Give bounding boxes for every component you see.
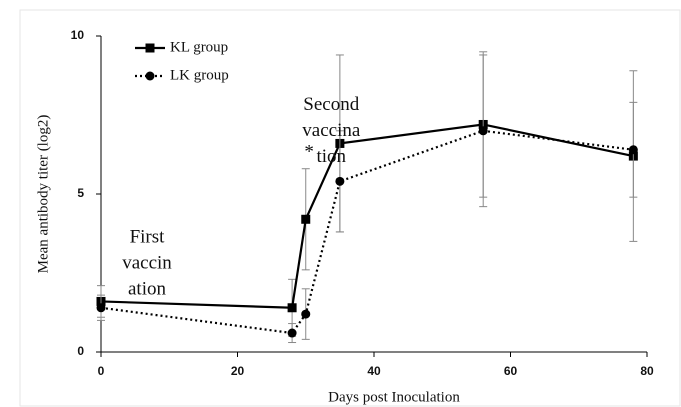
x-axis-label: Days post Inoculation [328,389,460,405]
annotation: First [130,227,166,248]
x-tick-label: 80 [640,364,654,378]
annotation: ation [128,279,166,300]
x-tick-label: 40 [367,364,381,378]
marker [628,145,638,155]
y-tick-label: 10 [71,28,85,42]
legend-marker [145,43,155,53]
y-axis-label: Mean antibody titer (log2) [35,115,51,274]
marker [96,303,106,313]
x-tick-label: 20 [231,364,245,378]
legend-label: KL group [170,39,228,55]
chart-frame [19,9,681,407]
marker [287,328,297,338]
annotation: Second [303,94,359,115]
legend-marker [145,71,155,81]
y-tick-label: 5 [77,186,84,200]
series-line [100,129,634,335]
marker [478,126,488,136]
marker [301,309,311,319]
legend-label: LK group [170,67,229,83]
annotation: vaccina [302,120,361,141]
marker [335,176,345,186]
annotation: * [304,141,314,162]
annotation: tion [316,146,346,167]
x-tick-label: 60 [504,364,518,378]
y-tick-label: 0 [77,344,84,358]
annotation: vaccin [122,253,172,274]
marker [287,303,297,313]
marker [301,214,311,224]
series-line [100,123,634,309]
x-tick-label: 0 [98,364,105,378]
